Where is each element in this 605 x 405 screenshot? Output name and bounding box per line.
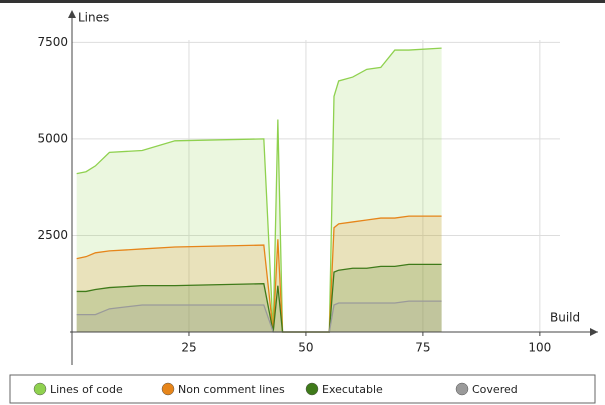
y-tick-label: 5000 <box>37 131 68 145</box>
legend-swatch <box>455 382 469 396</box>
x-axis-label: Build <box>550 311 580 325</box>
x-tick-label: 100 <box>528 341 551 355</box>
area-fill <box>76 264 442 332</box>
legend-swatch <box>33 382 47 396</box>
y-tick-label: 2500 <box>37 228 68 242</box>
legend-label: Lines of code <box>50 383 123 396</box>
legend-label: Covered <box>472 383 518 396</box>
legend-label: Executable <box>322 383 383 396</box>
legend-swatch <box>161 382 175 396</box>
legend-swatch <box>305 382 319 396</box>
legend-box <box>9 374 596 404</box>
top-border <box>0 0 605 3</box>
legend: Lines of code Non comment lines Executable… <box>33 382 518 396</box>
y-axis-arrow <box>68 10 76 18</box>
x-tick-label: 25 <box>181 341 196 355</box>
area-fill <box>76 48 442 332</box>
area-fill <box>76 301 442 332</box>
y-axis-label: Lines <box>78 11 109 25</box>
x-tick-label: 75 <box>415 341 430 355</box>
x-tick-label: 50 <box>298 341 313 355</box>
y-tick-label: 7500 <box>37 35 68 49</box>
plot <box>72 40 560 333</box>
x-axis-arrow <box>590 328 598 336</box>
legend-label: Non comment lines <box>178 383 285 396</box>
